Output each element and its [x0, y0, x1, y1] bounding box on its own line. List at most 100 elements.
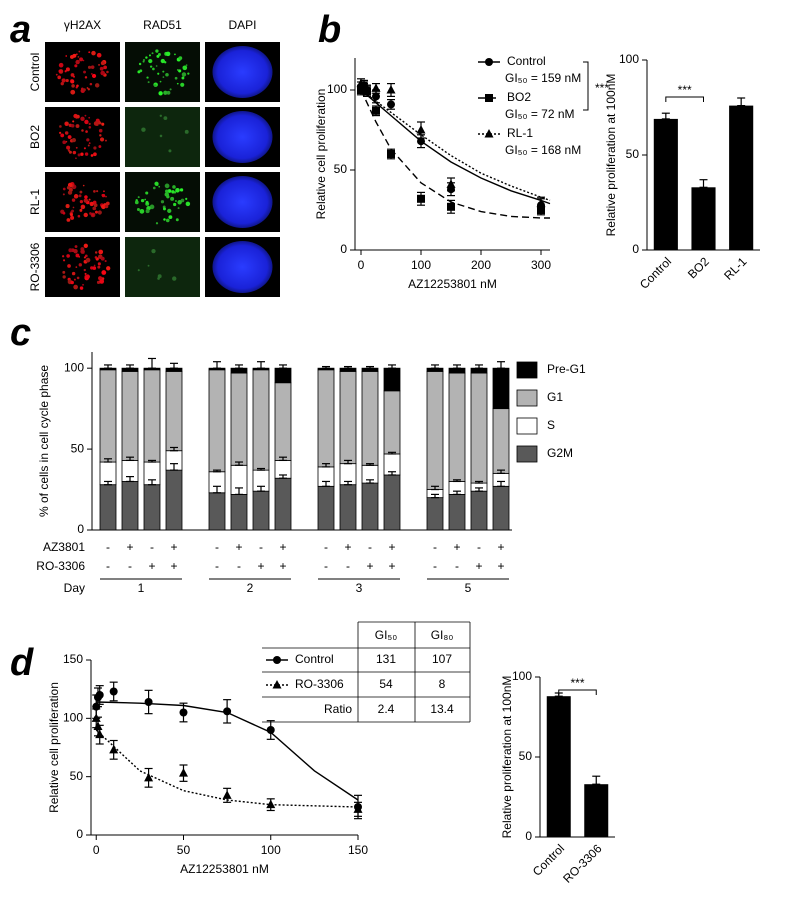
focus: [157, 72, 160, 75]
bar-segment: [339, 484, 357, 531]
row-value: -: [477, 540, 481, 554]
focus: [139, 208, 145, 214]
marker: [109, 744, 119, 754]
bar-segment: [492, 485, 510, 531]
focus: [67, 264, 71, 268]
y-tick-label: 50: [626, 147, 640, 161]
y-tick-label: 100: [64, 360, 84, 374]
focus: [83, 268, 86, 272]
focus: [83, 212, 88, 218]
focus: [82, 59, 85, 62]
y-tick-label: 150: [63, 652, 83, 666]
bar-segment: [383, 367, 401, 392]
focus: [168, 215, 173, 220]
annotation: ***: [678, 83, 692, 97]
focus: [99, 66, 104, 71]
focus: [138, 62, 142, 66]
focus: [170, 196, 175, 201]
focus: [88, 51, 91, 54]
row-label: Control: [28, 53, 42, 92]
focus: [79, 200, 84, 204]
focus: [165, 72, 169, 77]
focus: [94, 83, 100, 88]
focus: [62, 193, 65, 196]
y-axis-label: Relative proliferation at 100nM: [604, 74, 618, 237]
row-value: +: [170, 559, 177, 573]
nucleus: [212, 176, 273, 228]
focus: [160, 200, 165, 204]
annotation: ***: [570, 676, 584, 690]
marker: [144, 772, 154, 782]
row-value: -: [215, 540, 219, 554]
x-tick-label: 0: [358, 258, 365, 272]
y-tick-label: 0: [525, 829, 532, 843]
marker: [417, 137, 425, 146]
focus: [184, 129, 189, 134]
column-header: RAD51: [143, 18, 182, 32]
row-value: -: [346, 559, 350, 573]
legend-marker: [485, 94, 493, 102]
focus: [92, 206, 97, 211]
focus: [168, 149, 172, 153]
focus: [75, 266, 78, 269]
legend-label: G2M: [547, 446, 573, 460]
marker: [386, 85, 396, 94]
focus: [83, 256, 87, 259]
focus: [101, 122, 105, 126]
bar-segment: [361, 482, 379, 531]
row-value: -: [324, 559, 328, 573]
bar-segment: [317, 369, 335, 468]
row-value: -: [433, 559, 437, 573]
focus: [163, 218, 166, 221]
row-value: +: [148, 559, 155, 573]
row-value: +: [344, 540, 351, 554]
focus: [90, 154, 94, 157]
focus: [79, 208, 83, 212]
focus: [82, 283, 85, 286]
focus: [167, 189, 172, 193]
focus: [88, 198, 91, 201]
focus: [174, 76, 178, 80]
focus: [87, 88, 91, 91]
row-value: +: [388, 540, 395, 554]
y-tick-label: 100: [63, 711, 83, 725]
marker: [179, 708, 188, 717]
bar-segment: [99, 369, 117, 463]
row-value: +: [497, 540, 504, 554]
y-axis-label: Relative proliferation at 100nM: [500, 676, 514, 839]
focus: [96, 190, 99, 193]
marker: [416, 125, 426, 134]
focus: [73, 284, 78, 290]
panel-letter: a: [10, 9, 31, 51]
focus: [137, 269, 140, 272]
focus: [98, 128, 103, 133]
x-tick-label: Control: [530, 841, 567, 878]
focus: [70, 123, 75, 128]
focus: [97, 210, 102, 215]
bar-segment: [274, 367, 292, 384]
row-label: RO-3306: [28, 242, 42, 291]
focus: [185, 197, 188, 200]
focus: [76, 114, 80, 119]
focus: [105, 201, 110, 206]
focus: [182, 65, 188, 71]
focus: [145, 56, 148, 59]
focus: [89, 82, 93, 86]
focus: [147, 81, 150, 84]
focus: [91, 50, 96, 56]
marker: [144, 698, 153, 706]
bar-segment: [121, 371, 139, 461]
focus: [70, 54, 74, 59]
bar: [546, 696, 571, 837]
bar-segment: [274, 477, 292, 531]
focus: [159, 80, 162, 83]
row-value: -: [259, 540, 263, 554]
bar-segment: [143, 369, 161, 463]
focus: [83, 147, 86, 150]
bar-segment: [470, 372, 488, 484]
focus: [84, 76, 88, 79]
focus: [92, 266, 97, 270]
row-value: +: [388, 559, 395, 573]
focus: [62, 270, 66, 274]
